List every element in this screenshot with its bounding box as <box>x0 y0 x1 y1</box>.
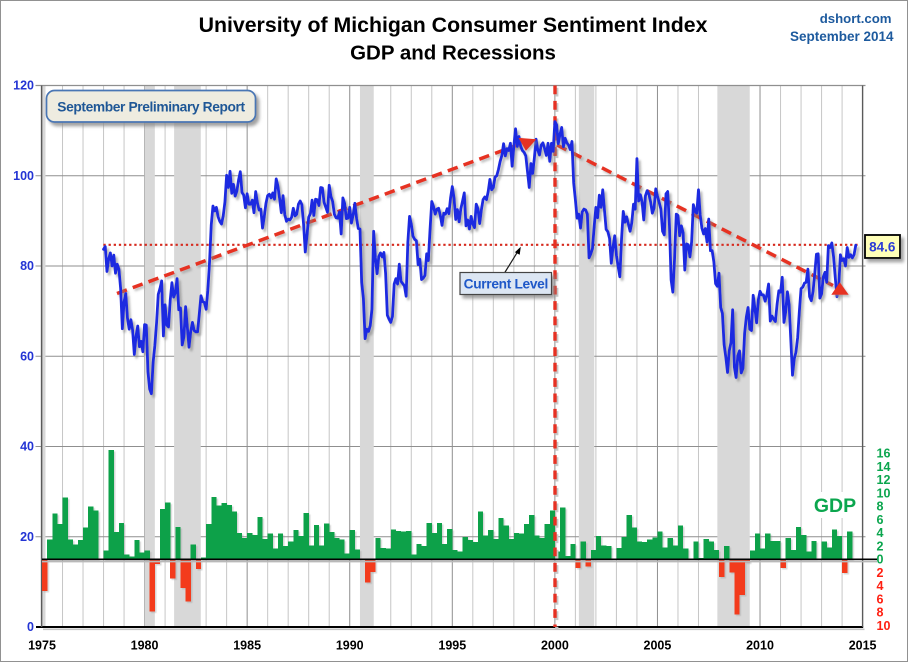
svg-text:Current Level: Current Level <box>464 276 548 291</box>
svg-text:September 2014: September 2014 <box>790 29 894 44</box>
svg-text:dshort.com: dshort.com <box>820 11 892 26</box>
svg-text:2005: 2005 <box>644 639 672 653</box>
svg-text:GDP and Recessions: GDP and Recessions <box>350 42 556 65</box>
svg-text:84.6: 84.6 <box>869 240 896 255</box>
svg-text:1980: 1980 <box>131 639 159 653</box>
svg-text:100: 100 <box>13 169 34 183</box>
svg-text:60: 60 <box>20 349 34 363</box>
svg-text:10: 10 <box>877 619 891 633</box>
svg-text:2000: 2000 <box>541 639 569 653</box>
svg-text:2: 2 <box>877 566 884 580</box>
svg-text:1985: 1985 <box>233 639 261 653</box>
svg-text:8: 8 <box>877 606 884 620</box>
svg-text:1990: 1990 <box>336 639 364 653</box>
svg-text:1975: 1975 <box>28 639 56 653</box>
svg-text:16: 16 <box>877 447 891 461</box>
svg-text:2: 2 <box>877 539 884 553</box>
svg-text:40: 40 <box>20 440 34 454</box>
svg-text:University of Michigan Consume: University of Michigan Consumer Sentimen… <box>199 13 708 37</box>
svg-text:2010: 2010 <box>746 639 774 653</box>
svg-text:120: 120 <box>13 79 34 93</box>
svg-text:6: 6 <box>877 592 884 606</box>
svg-text:1995: 1995 <box>438 639 466 653</box>
svg-text:4: 4 <box>877 526 884 540</box>
svg-text:8: 8 <box>877 500 884 514</box>
svg-text:14: 14 <box>877 460 891 474</box>
svg-text:GDP: GDP <box>814 495 856 517</box>
svg-text:2015: 2015 <box>849 639 877 653</box>
svg-text:4: 4 <box>877 579 884 593</box>
svg-text:10: 10 <box>877 486 891 500</box>
svg-text:0: 0 <box>877 553 884 567</box>
svg-text:12: 12 <box>877 473 891 487</box>
svg-text:6: 6 <box>877 513 884 527</box>
svg-text:0: 0 <box>27 620 34 634</box>
svg-text:80: 80 <box>20 259 34 273</box>
svg-text:September Preliminary Report: September Preliminary Report <box>57 99 245 114</box>
svg-text:20: 20 <box>20 530 34 544</box>
